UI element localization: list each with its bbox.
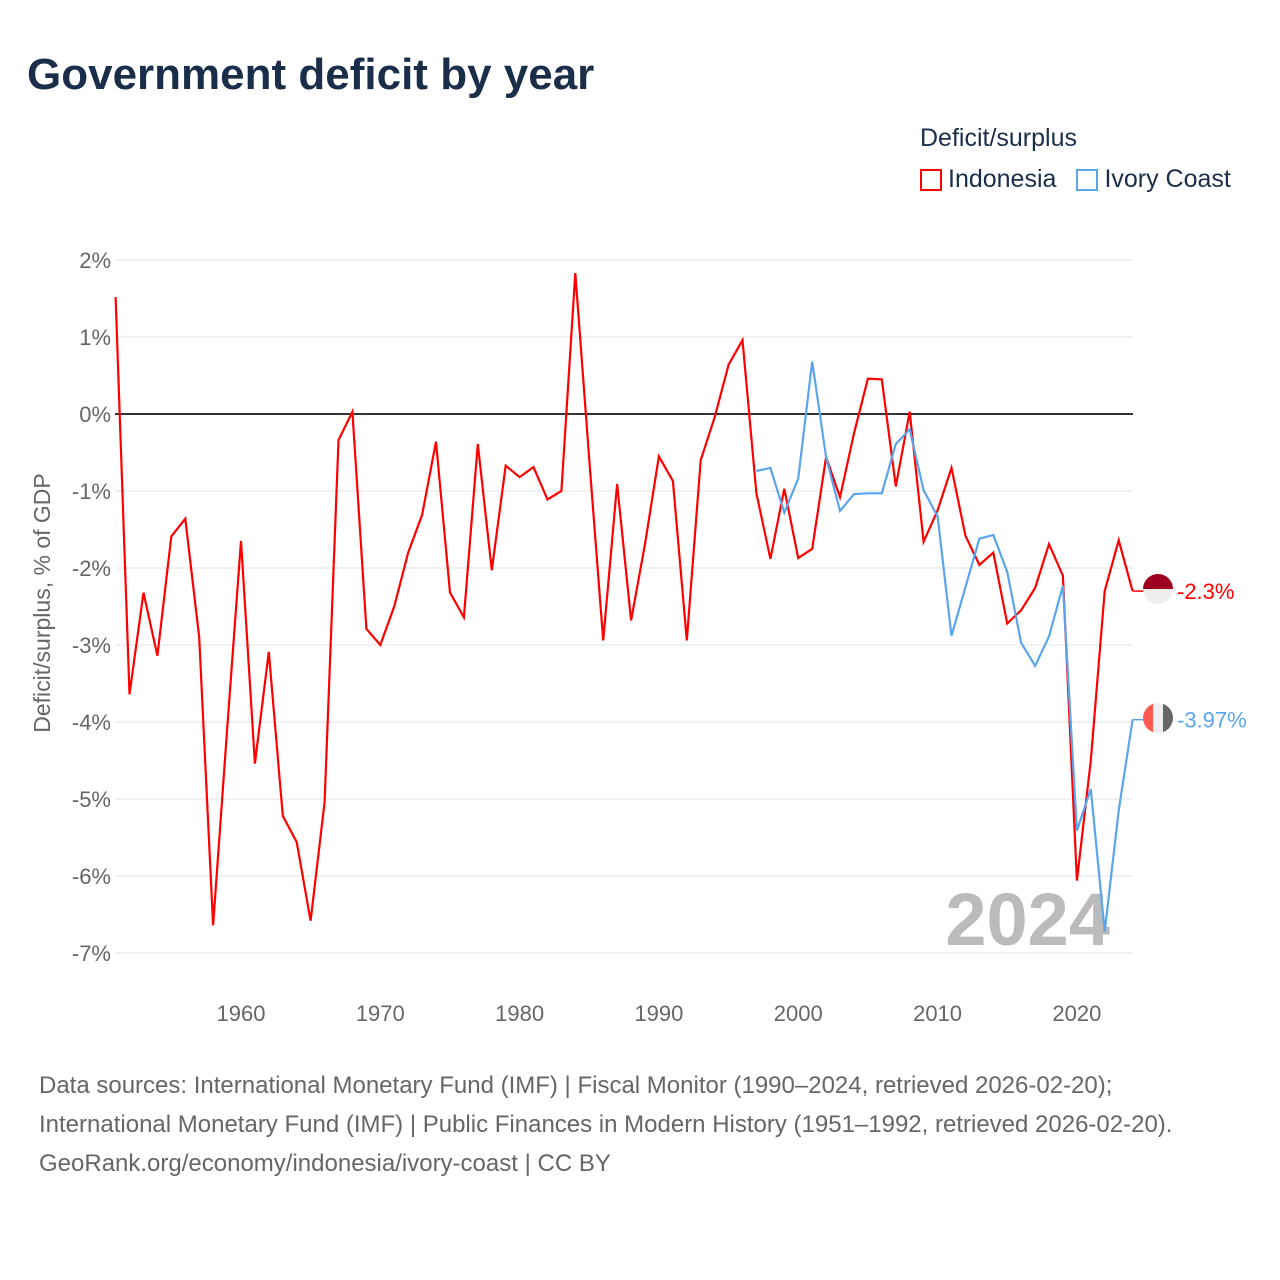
y-tick-label: -3%	[72, 633, 111, 658]
credit-link[interactable]: GeoRank.org/economy/indonesia/ivory-coas…	[39, 1150, 611, 1177]
end-value-label-indonesia: -2.3%	[1177, 579, 1234, 604]
series-line-indonesia	[114, 273, 1134, 926]
legend-item-ivory-coast[interactable]: Ivory Coast	[1076, 165, 1231, 194]
series-line-ivory-coast	[756, 361, 1134, 932]
y-tick-label: -5%	[72, 787, 111, 812]
x-tick-label: 1990	[634, 1001, 683, 1026]
legend-swatch-indonesia	[920, 168, 942, 191]
footer: Data sources: International Monetary Fun…	[39, 1066, 1239, 1183]
legend: Deficit/surplus Indonesia Ivory Coast	[920, 124, 1231, 194]
legend-swatch-ivory-coast	[1076, 168, 1099, 191]
ivory-coast-flag-icon	[1143, 703, 1173, 733]
x-tick-label: 1970	[356, 1001, 405, 1026]
y-tick-label: 0%	[79, 402, 111, 427]
chart-title: Government deficit by year	[27, 50, 595, 99]
x-tick-label: 2000	[774, 1001, 823, 1026]
legend-item-indonesia[interactable]: Indonesia	[920, 165, 1056, 194]
legend-label: Indonesia	[948, 165, 1057, 193]
y-tick-label: -1%	[72, 479, 111, 504]
indonesia-flag-icon	[1143, 574, 1173, 604]
legend-label: Ivory Coast	[1104, 165, 1231, 193]
x-tick-label: 2020	[1052, 1001, 1101, 1026]
data-sources: Data sources: International Monetary Fun…	[39, 1072, 1173, 1138]
line-chart: 2% 1% 0% -1% -2% -3% -4% -5% -6% -7% 1960 1970 1980 1…	[29, 248, 1247, 1026]
y-tick-label: -6%	[72, 864, 111, 889]
end-flags	[1143, 574, 1173, 733]
series-group: -2.3% -3.97%	[114, 273, 1247, 932]
y-tick-label: -2%	[72, 556, 111, 581]
y-tick-label: 1%	[79, 325, 111, 350]
x-tick-label: 1980	[495, 1001, 544, 1026]
end-value-label-ivory-coast: -3.97%	[1177, 708, 1247, 733]
y-tick-label: -7%	[72, 941, 111, 966]
y-tick-label: 2%	[79, 248, 111, 273]
x-tick-label: 2010	[913, 1001, 962, 1026]
year-watermark: 2024	[945, 878, 1110, 961]
x-tick-label: 1960	[217, 1001, 266, 1026]
y-tick-label: -4%	[72, 710, 111, 735]
legend-title: Deficit/surplus	[920, 124, 1077, 152]
y-axis-label: Deficit/surplus, % of GDP	[29, 473, 55, 732]
